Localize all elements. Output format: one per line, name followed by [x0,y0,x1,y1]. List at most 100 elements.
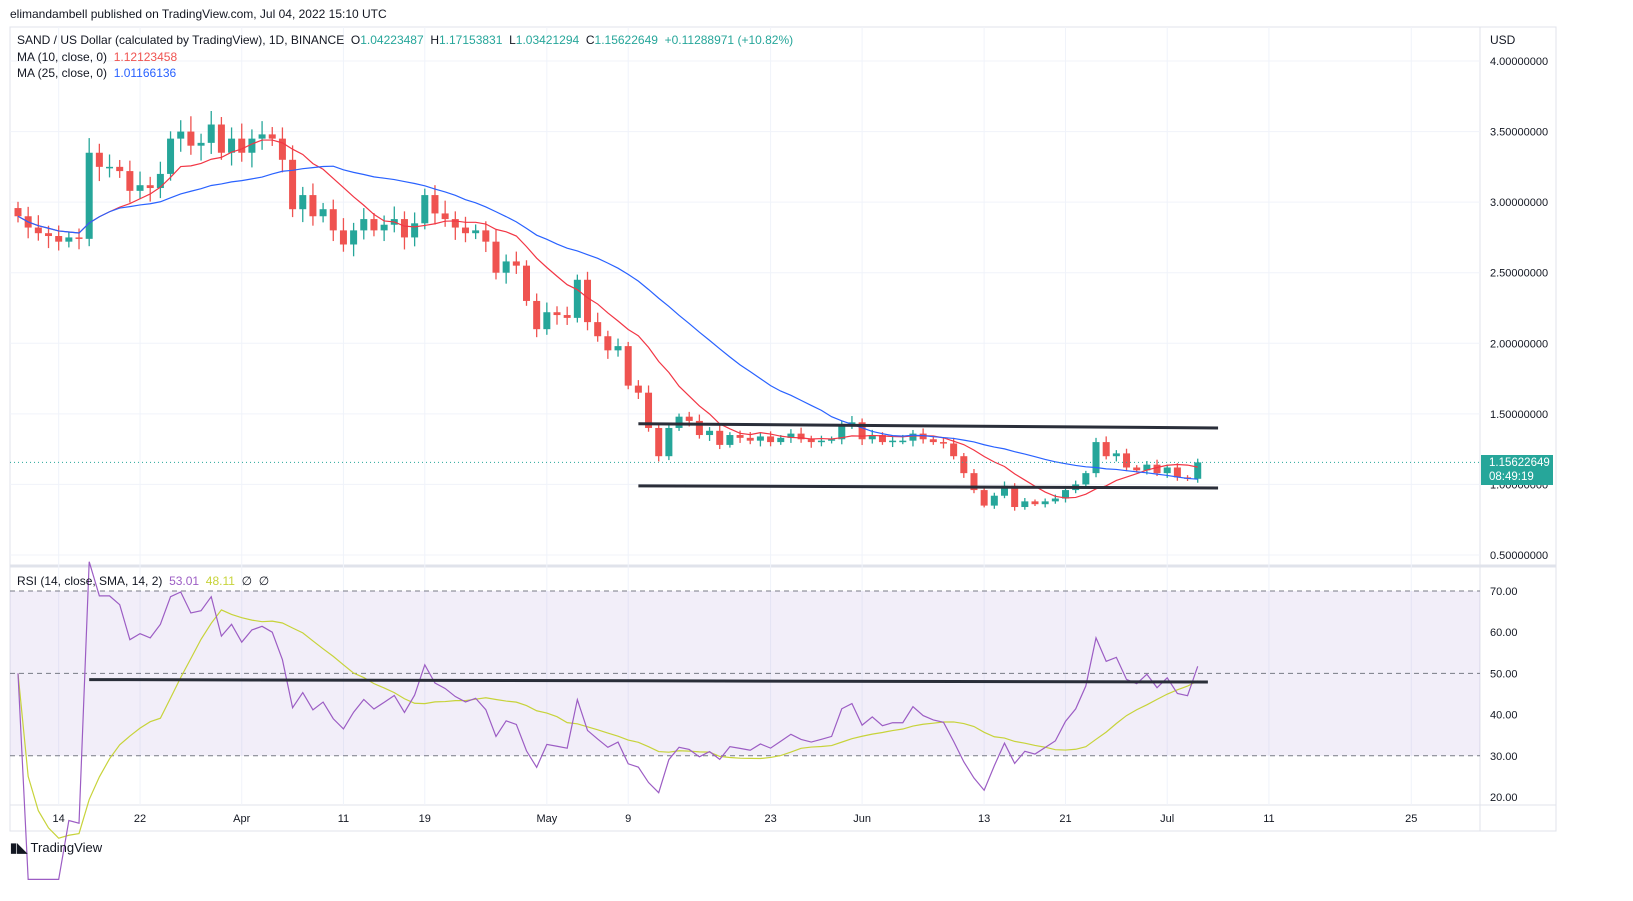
symbol-name[interactable]: SAND / US Dollar (calculated by TradingV… [17,33,345,47]
candle [675,413,683,431]
ma25-legend[interactable]: MA (25, close, 0) 1.01166136 [17,66,176,80]
candle-body [106,166,114,169]
candle-body [1051,498,1059,502]
candle [451,211,459,240]
candle-body [85,152,93,239]
candle [309,183,317,226]
rsi-tick-label: 30.00 [1490,751,1518,763]
candle [258,121,266,150]
candle-body [411,223,419,238]
candle-body [685,416,693,421]
candle-body [889,440,897,443]
candle-body [665,427,673,457]
price-tick-label: 1.50000000 [1490,409,1548,421]
candle [482,221,490,253]
candle-body [278,138,286,160]
rsi-extra-2: ∅ [258,574,270,588]
candle-body [228,138,236,153]
rsi-sma-value: 48.11 [205,574,235,588]
candle [1031,499,1039,507]
candle-body [787,433,795,438]
candle [970,469,978,494]
candle [960,452,968,478]
candle-body [929,439,937,443]
candle-body [1062,490,1070,499]
candle [512,251,520,274]
candle [1092,437,1100,478]
candle [655,424,663,462]
candle-body [339,230,347,245]
candle-body [217,124,225,153]
ma25-line [17,165,1198,480]
ma10-value: 1.12123458 [113,50,178,64]
candle-body [258,134,266,139]
candle [1112,450,1120,462]
candle-body [207,124,215,143]
candle [431,185,439,225]
publisher-info: elimandambell published on TradingView.c… [10,7,387,21]
candle [34,215,42,241]
candle-body [1021,501,1029,508]
candle [1041,498,1049,508]
candle-body [14,208,22,217]
candle-body [75,237,83,239]
candle-body [472,230,480,234]
candle-body [1133,467,1141,471]
price-tick-label: 0.50000000 [1490,550,1548,562]
candle [604,330,612,359]
candle [868,429,876,444]
candle [319,202,327,223]
time-tick-label: 14 [53,813,65,825]
ma10-legend[interactable]: MA (10, close, 0) 1.12123458 [17,50,177,64]
currency-label: USD [1490,33,1516,47]
price-tick-label: 4.00000000 [1490,56,1548,68]
candle-body [1000,485,1008,496]
candle [706,427,714,441]
candle [756,432,764,447]
candle [858,418,866,446]
price-tick-label: 2.00000000 [1490,338,1548,350]
candle-body [512,261,520,266]
candle-body [695,420,703,436]
candle [289,145,297,218]
time-tick-label: Jun [853,813,871,825]
time-tick-label: 9 [625,813,631,825]
candle [980,488,988,508]
candle-body [675,416,683,428]
time-tick-label: 11 [1263,813,1274,825]
ma25-label: MA (25, close, 0) [17,66,108,80]
candle-body [634,385,642,393]
candle-body [807,439,815,443]
tradingview-logo[interactable]: ▮◣ TradingView [10,840,102,856]
candle [665,422,673,461]
candle-body [736,435,744,438]
candle [136,171,144,200]
time-tick-label: 19 [419,813,431,825]
candle [1082,470,1090,487]
candle-body [604,336,612,351]
candle [939,437,947,449]
candle [268,127,276,146]
rsi-line [17,561,1199,881]
high-label: H [430,33,439,47]
candle-body [573,279,581,318]
rsi-legend[interactable]: RSI (14, close, SMA, 14, 2) 53.01 48.11 … [17,574,269,588]
candle-body [248,138,256,153]
candle [716,425,724,450]
candle [177,120,185,152]
candle [553,306,561,325]
candle [1062,487,1070,503]
candle [909,429,917,447]
candle-body [828,439,836,441]
candle-body [482,230,490,242]
candle-body [756,436,764,441]
candle [1000,481,1008,499]
candle-body [817,440,825,443]
candle-body [1112,453,1120,457]
candle-body [289,159,297,210]
candle [339,218,347,252]
candle-body [594,322,602,337]
candle-body [187,131,195,146]
candle-body [950,443,958,457]
